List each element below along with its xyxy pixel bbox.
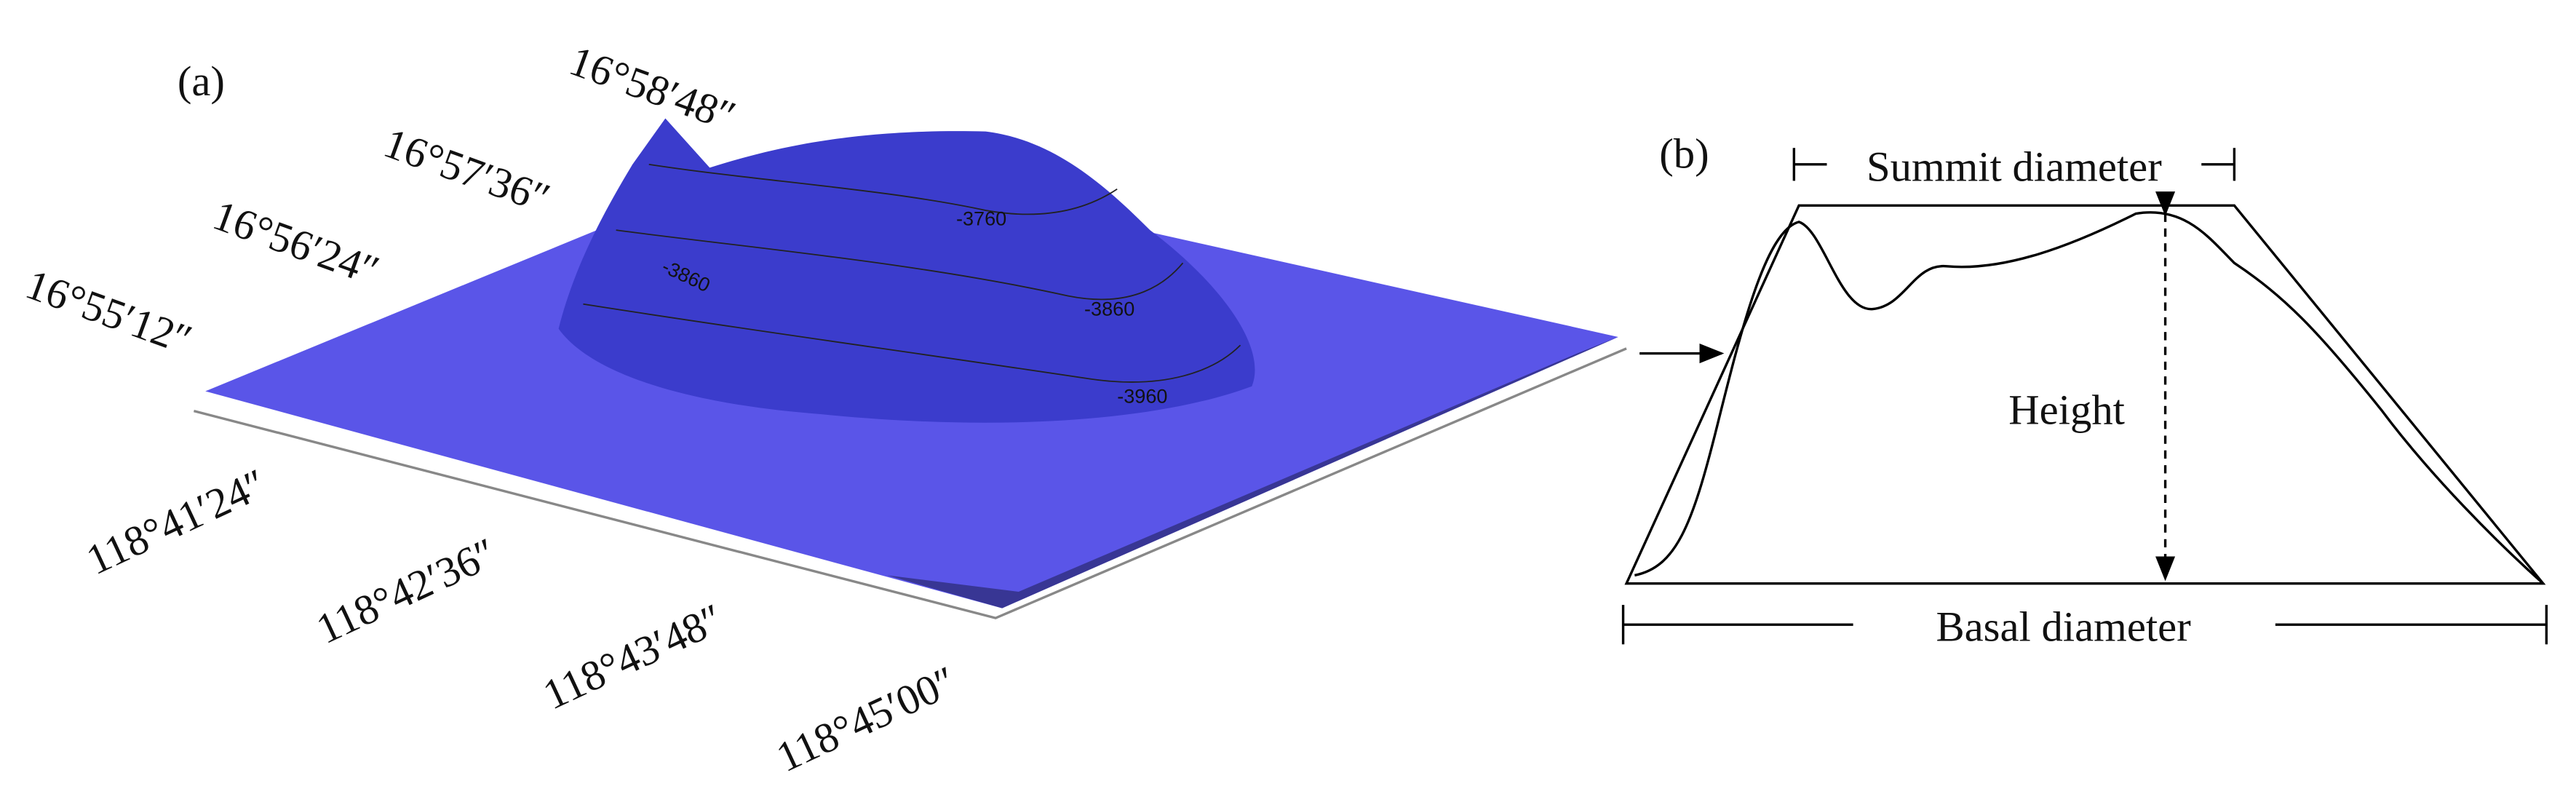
longitude-label: 118°43′48″ <box>536 595 731 719</box>
panel-label: (b) <box>1659 130 1709 177</box>
longitude-label: 118°45′00″ <box>769 657 963 782</box>
summit-label: Summit diameter <box>1867 143 2162 190</box>
axis-frame <box>193 347 1627 619</box>
longitude-label: 118°41′24″ <box>79 460 274 584</box>
contours <box>583 163 1241 383</box>
latitude-label: 16°57′36″ <box>378 119 556 222</box>
longitude-label: 118°42′36″ <box>309 529 504 654</box>
latitude-label: 16°55′12″ <box>20 261 198 364</box>
profile-diagram <box>1621 148 2548 645</box>
contour-label: -3760 <box>956 207 1006 229</box>
latitude-label: 16°58′48″ <box>563 36 742 140</box>
height-label: Height <box>2008 386 2125 434</box>
panel-label: (a) <box>178 58 225 105</box>
basal-label: Basal diameter <box>1936 603 2191 651</box>
latitude-label: 16°56′24″ <box>207 191 386 295</box>
contour-label: -3960 <box>1117 384 1167 407</box>
contour-label: -3860 <box>1084 298 1134 320</box>
seamount <box>558 118 1255 423</box>
